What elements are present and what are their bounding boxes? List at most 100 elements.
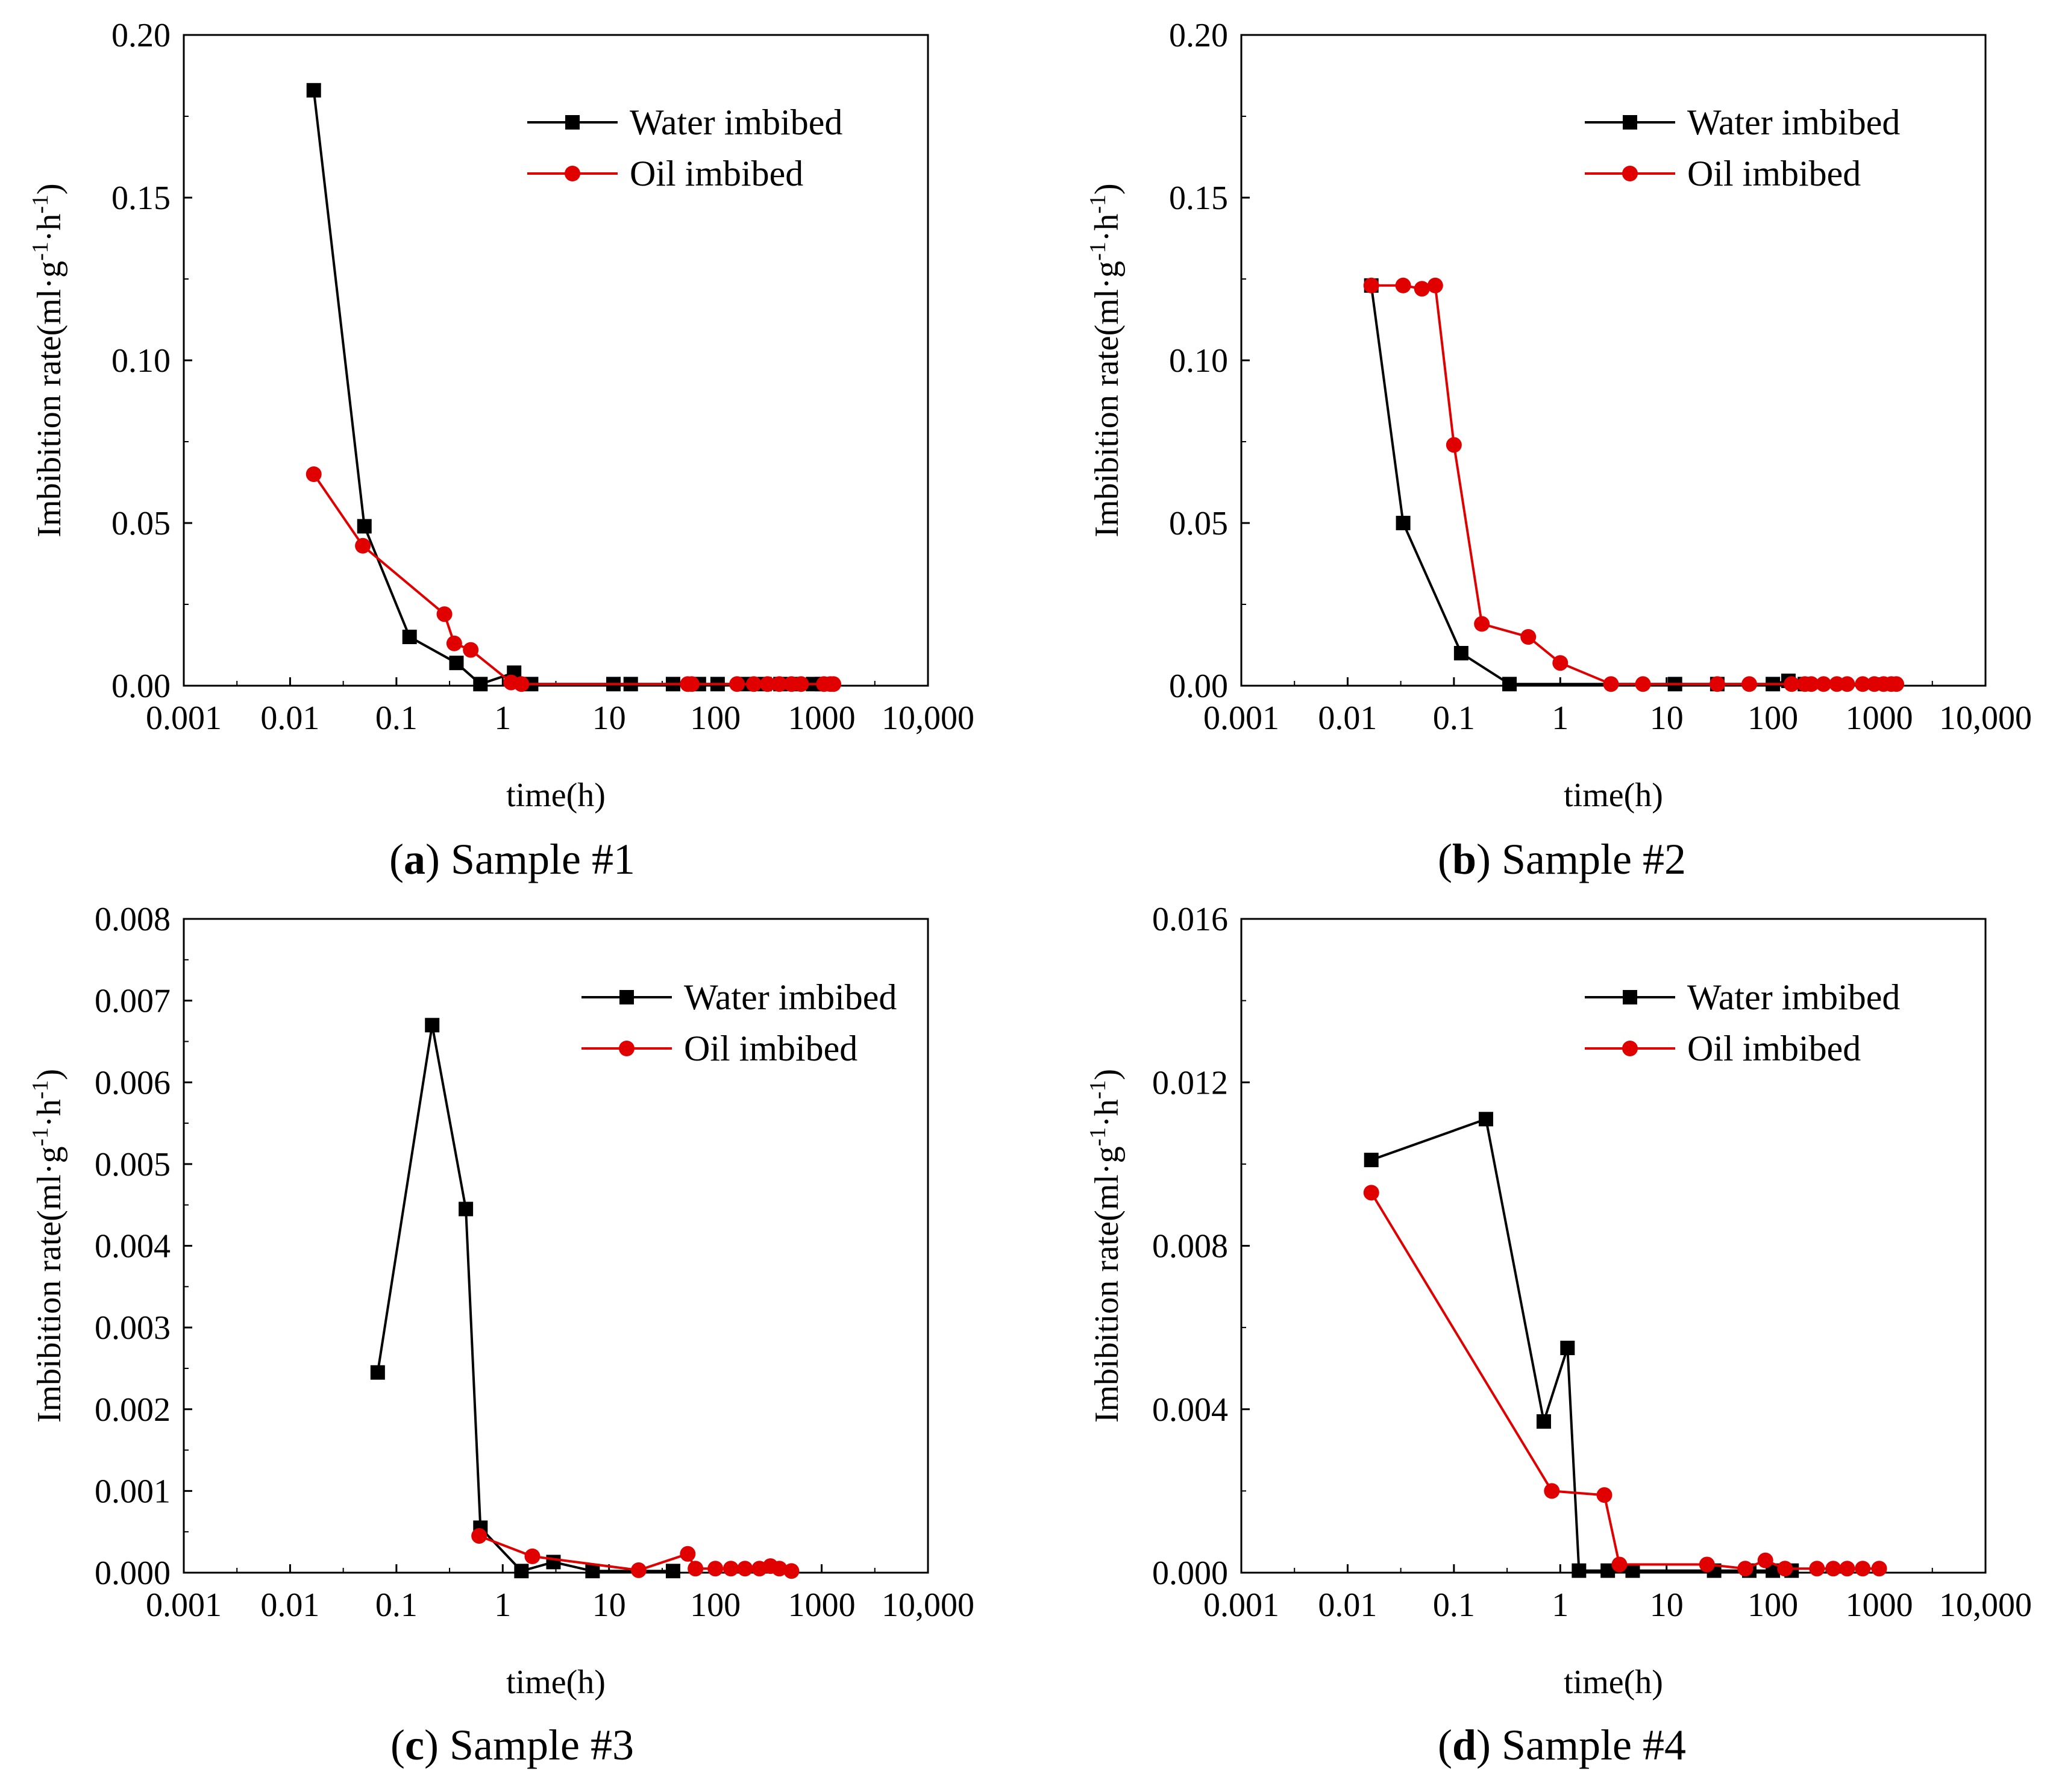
data-point xyxy=(771,1561,788,1577)
data-point xyxy=(473,677,488,692)
data-point xyxy=(1363,277,1379,293)
data-point xyxy=(1757,1552,1773,1568)
x-axis-title: time(h) xyxy=(1564,1664,1663,1701)
x-tick-label: 0.01 xyxy=(260,1587,319,1624)
data-point xyxy=(357,519,372,534)
data-point xyxy=(585,1564,600,1579)
data-point xyxy=(1395,277,1411,293)
x-tick-label: 1 xyxy=(494,1587,511,1624)
legend-label: Water imbibed xyxy=(1687,977,1900,1017)
y-tick-label: 0.012 xyxy=(1152,1064,1228,1101)
data-point xyxy=(1544,1483,1560,1499)
data-point xyxy=(1364,1153,1379,1168)
data-point xyxy=(1871,1561,1887,1577)
y-tick-label: 0.001 xyxy=(95,1473,171,1510)
data-point xyxy=(459,1201,474,1217)
data-point xyxy=(680,1546,696,1562)
y-axis-title: Imbibition rate(ml·g-1·h-1) xyxy=(1085,183,1126,537)
y-tick-label: 0.05 xyxy=(1169,505,1228,542)
legend-label: Water imbibed xyxy=(1687,102,1900,142)
y-axis-title: Imbibition rate(ml·g-1·h-1) xyxy=(28,183,68,537)
data-point xyxy=(1816,676,1832,692)
data-point xyxy=(306,83,321,98)
x-tick-label: 10 xyxy=(1650,700,1684,737)
data-point xyxy=(436,606,453,622)
y-axis-title: Imbibition rate(ml·g-1·h-1) xyxy=(28,1069,68,1423)
panel-caption: (b) Sample #2 xyxy=(1438,835,1686,883)
data-point xyxy=(1737,1561,1754,1577)
panel-caption: (d) Sample #4 xyxy=(1438,1721,1686,1769)
legend-item-oil: Oil imbibed xyxy=(527,154,803,193)
y-tick-label: 0.016 xyxy=(1152,901,1228,938)
legend-item-water: Water imbibed xyxy=(1585,102,1900,142)
data-point xyxy=(1803,676,1819,692)
data-point xyxy=(771,676,788,692)
x-tick-label: 0.001 xyxy=(1203,1587,1279,1624)
legend-marker xyxy=(1623,115,1637,130)
y-tick-label: 0.008 xyxy=(95,901,171,938)
x-tick-label: 1000 xyxy=(788,700,856,737)
y-tick-label: 0.002 xyxy=(95,1391,171,1429)
legend-marker xyxy=(1623,990,1637,1004)
data-point xyxy=(1520,629,1537,645)
data-point xyxy=(1839,676,1855,692)
legend-marker xyxy=(1622,166,1638,181)
y-tick-label: 0.15 xyxy=(111,180,171,217)
y-tick-label: 0.000 xyxy=(1152,1555,1228,1592)
x-tick-label: 100 xyxy=(690,700,741,737)
data-point xyxy=(1635,676,1651,692)
legend-item-oil: Oil imbibed xyxy=(1585,154,1861,193)
data-point xyxy=(1777,1561,1793,1577)
x-tick-label: 10,000 xyxy=(1939,1587,2032,1624)
x-axis-title: time(h) xyxy=(1564,777,1663,814)
y-tick-label: 0.007 xyxy=(95,983,171,1020)
x-tick-label: 1000 xyxy=(788,1587,856,1624)
data-point xyxy=(826,676,842,692)
oil-series xyxy=(1363,1185,1887,1577)
data-point xyxy=(1855,1561,1871,1577)
data-point xyxy=(729,676,745,692)
legend-label: Oil imbibed xyxy=(630,154,803,193)
x-tick-label: 1 xyxy=(494,700,511,737)
data-point xyxy=(1784,676,1800,692)
data-point xyxy=(1741,676,1758,692)
x-tick-label: 100 xyxy=(1747,700,1798,737)
x-tick-label: 0.001 xyxy=(1203,700,1279,737)
data-point xyxy=(745,676,762,692)
data-point xyxy=(759,676,776,692)
legend: Water imbibed Oil imbibed xyxy=(1585,977,1900,1068)
data-point xyxy=(688,1561,704,1577)
data-point xyxy=(793,676,809,692)
legend-marker xyxy=(565,115,580,130)
y-tick-label: 0.005 xyxy=(95,1146,171,1183)
x-axis-title: time(h) xyxy=(506,777,606,814)
data-point xyxy=(707,1561,724,1577)
x-tick-label: 1 xyxy=(1552,1587,1569,1624)
y-tick-label: 0.006 xyxy=(95,1064,171,1101)
legend-item-water: Water imbibed xyxy=(1585,977,1900,1017)
data-point xyxy=(1603,676,1619,692)
y-tick-label: 0.004 xyxy=(1152,1391,1228,1429)
legend: Water imbibed Oil imbibed xyxy=(1585,102,1900,193)
data-point xyxy=(1446,437,1462,453)
data-point xyxy=(446,635,462,651)
x-tick-label: 0.001 xyxy=(146,1587,222,1624)
legend: Water imbibed Oil imbibed xyxy=(581,977,897,1068)
data-point xyxy=(665,1564,680,1579)
data-point xyxy=(513,676,530,692)
legend-label: Oil imbibed xyxy=(684,1029,857,1068)
panel-caption: (a) Sample #1 xyxy=(389,835,635,883)
x-tick-label: 0.1 xyxy=(1433,1587,1475,1624)
data-point xyxy=(425,1018,440,1033)
x-tick-label: 0.01 xyxy=(260,700,319,737)
x-tick-label: 0.01 xyxy=(1318,1587,1377,1624)
y-tick-label: 0.003 xyxy=(95,1309,171,1347)
data-point xyxy=(1502,677,1517,692)
data-point xyxy=(471,1527,487,1544)
data-point xyxy=(783,1563,800,1579)
data-point xyxy=(370,1365,385,1380)
data-point xyxy=(1709,676,1725,692)
y-tick-label: 0.000 xyxy=(95,1555,171,1592)
y-tick-label: 0.15 xyxy=(1169,180,1228,217)
